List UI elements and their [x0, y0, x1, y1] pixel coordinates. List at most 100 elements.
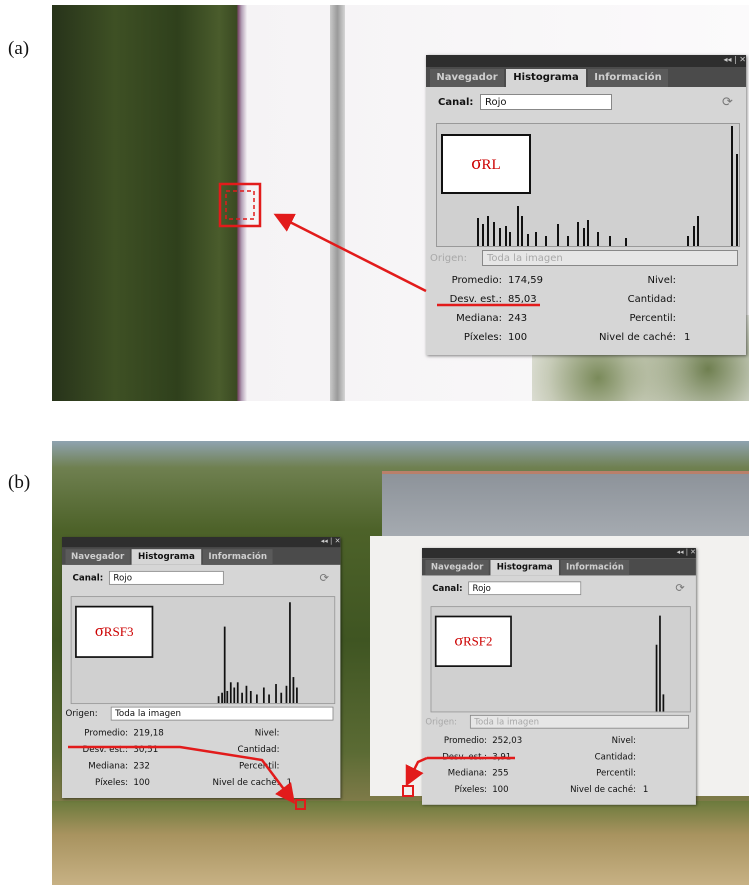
histogram-bar [545, 236, 547, 246]
histogram-bar [597, 232, 599, 246]
histogram-bar [226, 691, 228, 703]
tab[interactable]: Histograma [490, 560, 558, 575]
channel-select[interactable]: Rojo [109, 571, 224, 585]
histogram-bar [493, 222, 495, 246]
histogram-bar [233, 688, 235, 704]
histogram-bar [289, 602, 291, 703]
sigma: σ [454, 632, 463, 650]
histogram-bar [517, 206, 519, 246]
page: ◂◂ | ✕ NavegadorHistogramaInformaciónCan… [0, 0, 749, 885]
stat-value: 100 [133, 778, 150, 788]
info-label: Nivel de caché: [570, 785, 636, 794]
histogram-bar [693, 226, 695, 246]
origin-select[interactable]: Toda la imagen [111, 707, 334, 721]
histogram-bar [482, 224, 484, 246]
channel-label: Canal: [438, 97, 473, 108]
stat-label: Mediana: [88, 761, 128, 771]
stat-value: 3,91 [492, 753, 511, 762]
histogram-bar [275, 684, 277, 703]
stat-value: 232 [133, 761, 150, 771]
sigma-subscript: RSF3 [104, 626, 134, 640]
stat-value: 255 [492, 769, 508, 778]
origin-label: Origen: [430, 253, 467, 264]
tab[interactable]: Información [203, 549, 273, 565]
tab[interactable]: Histograma [132, 549, 202, 565]
tab[interactable]: Histograma [506, 69, 586, 87]
origin-label: Origen: [425, 717, 457, 726]
tab[interactable]: Información [561, 560, 629, 575]
info-label: Percentil: [239, 761, 280, 771]
stat-label: Desv. est.: [83, 745, 129, 755]
title-bar: ◂◂ | ✕ [422, 548, 696, 558]
histogram-bar [577, 222, 579, 246]
histogram-bar [656, 645, 658, 712]
info-label: Nivel de caché: [213, 778, 280, 788]
histogram-bar [241, 693, 243, 703]
channel-select[interactable]: Rojo [468, 581, 581, 595]
histogram-bar [583, 228, 585, 246]
refresh-icon: ⟳ [320, 572, 329, 585]
origin-select[interactable]: Toda la imagen [470, 715, 689, 729]
histogram-bar [221, 693, 223, 703]
histogram-bar [663, 694, 665, 711]
sigma: σ [471, 153, 481, 174]
channel-select[interactable]: Rojo [480, 94, 612, 110]
stat-label: Desv. est.: [442, 753, 487, 762]
histogram-bar [256, 694, 258, 703]
refresh-icon: ⟳ [722, 95, 733, 110]
histogram-bar [499, 228, 501, 246]
refresh-icon: ⟳ [675, 582, 684, 595]
roof [382, 471, 749, 544]
histogram-bar [477, 218, 479, 246]
stat-label: Desv. est.: [450, 294, 502, 305]
tab[interactable]: Navegador [425, 560, 488, 575]
histogram-bar [527, 234, 529, 246]
sigma: σ [95, 622, 104, 640]
histogram-bar [731, 126, 733, 246]
info-label: Cantidad: [595, 753, 636, 762]
info-label: Nivel de caché: [599, 332, 676, 343]
tab[interactable]: Navegador [430, 69, 504, 87]
histogram-bar [557, 224, 559, 246]
histogram-bar [268, 694, 270, 703]
histogram-bar [237, 682, 239, 703]
stat-value: 30,51 [133, 745, 158, 755]
origin-select[interactable]: Toda la imagen [482, 250, 738, 266]
sigma-box: σRSF2 [435, 616, 512, 667]
info-label: Nivel: [648, 275, 676, 286]
histogram-bar [487, 216, 489, 246]
stat-value: 100 [492, 785, 508, 794]
panel-label: (b) [8, 472, 30, 494]
histogram-bar [505, 226, 507, 246]
info-value: 1 [643, 785, 648, 794]
histogram-bar [224, 627, 226, 704]
stat-label: Promedio: [444, 736, 487, 745]
stat-label: Píxeles: [454, 785, 487, 794]
histogram: σRSF3 [71, 596, 335, 704]
histogram-bar [736, 154, 738, 246]
histogram-bar [567, 236, 569, 246]
tab[interactable]: Información [588, 69, 668, 87]
histogram-bar [659, 616, 661, 712]
info-label: Percentil: [596, 769, 636, 778]
stat-value: 243 [508, 313, 527, 324]
histogram-bar [587, 220, 589, 246]
histogram-bar [218, 696, 220, 703]
sigma-box: σRSF3 [75, 606, 153, 658]
sigma-subscript: RL [482, 157, 501, 173]
histogram: σRL [436, 123, 740, 247]
histogram-bar [609, 236, 611, 246]
info-value: 1 [684, 332, 690, 343]
channel-label: Canal: [72, 574, 103, 584]
histogram-bar [246, 686, 248, 703]
stat-label: Píxeles: [464, 332, 502, 343]
info-label: Cantidad: [628, 294, 676, 305]
stat-value: 174,59 [508, 275, 543, 286]
tab[interactable]: Navegador [65, 549, 129, 565]
panel-label: (a) [8, 38, 29, 60]
stat-label: Promedio: [452, 275, 502, 286]
stat-value: 219,18 [133, 728, 163, 738]
histogram-bar [286, 686, 288, 703]
